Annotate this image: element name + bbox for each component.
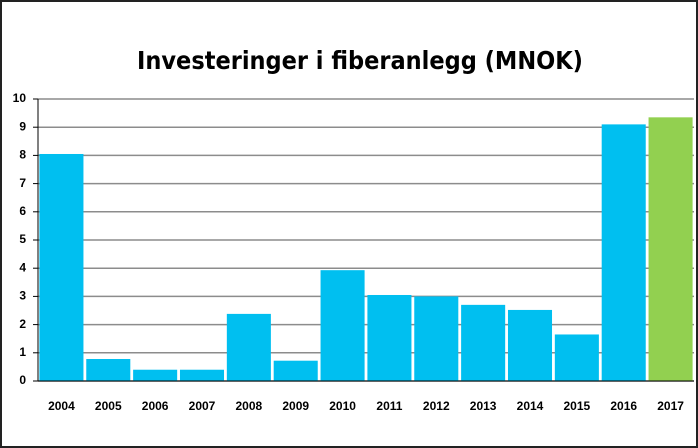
bar bbox=[273, 360, 318, 381]
x-tick-label: 2008 bbox=[236, 399, 263, 413]
x-tick-label: 2013 bbox=[470, 399, 497, 413]
y-tick-label: 2 bbox=[19, 317, 26, 331]
x-tick-label: 2014 bbox=[517, 399, 544, 413]
x-tick-label: 2017 bbox=[657, 399, 684, 413]
x-tick-label: 2010 bbox=[329, 399, 356, 413]
bar bbox=[39, 153, 84, 381]
y-tick-label: 9 bbox=[19, 119, 26, 133]
x-tick-label: 2016 bbox=[610, 399, 637, 413]
y-tick-label: 8 bbox=[19, 148, 26, 162]
bar bbox=[601, 124, 646, 381]
x-tick-label: 2015 bbox=[564, 399, 591, 413]
bar bbox=[86, 359, 131, 381]
y-tick-label: 4 bbox=[19, 260, 26, 274]
x-tick-label: 2012 bbox=[423, 399, 450, 413]
bar bbox=[507, 309, 553, 381]
bar bbox=[367, 294, 412, 381]
bar bbox=[320, 270, 365, 381]
x-tick-label: 2011 bbox=[376, 399, 402, 413]
x-tick-label: 2005 bbox=[95, 399, 122, 413]
bar bbox=[133, 369, 178, 381]
bar bbox=[414, 296, 459, 381]
bar bbox=[461, 304, 506, 381]
bar bbox=[554, 334, 599, 381]
y-tick-label: 10 bbox=[13, 91, 27, 105]
bar bbox=[226, 313, 271, 381]
x-tick-label: 2007 bbox=[189, 399, 216, 413]
chart-title: Investeringer i fiberanlegg (MNOK) bbox=[137, 46, 583, 75]
bar bbox=[648, 117, 693, 381]
y-tick-label: 3 bbox=[19, 289, 26, 303]
x-tick-label: 2006 bbox=[142, 399, 169, 413]
x-tick-label: 2009 bbox=[282, 399, 309, 413]
bar bbox=[179, 369, 225, 381]
y-tick-label: 7 bbox=[19, 176, 26, 190]
y-tick-label: 1 bbox=[19, 345, 26, 359]
y-tick-label: 6 bbox=[19, 204, 26, 218]
y-tick-label: 5 bbox=[19, 232, 26, 246]
x-tick-label: 2004 bbox=[48, 399, 75, 413]
y-tick-label: 0 bbox=[19, 373, 26, 387]
